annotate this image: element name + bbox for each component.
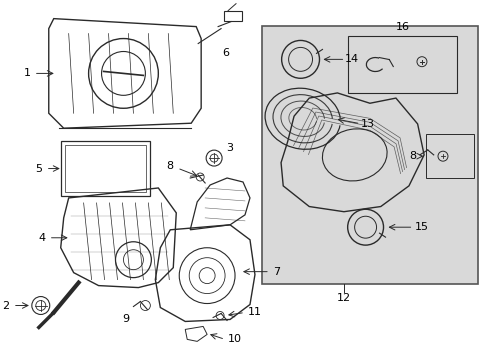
Text: 8: 8 xyxy=(408,151,415,161)
Text: 16: 16 xyxy=(395,22,408,32)
Bar xyxy=(347,36,456,93)
Text: 5: 5 xyxy=(35,163,42,174)
Bar xyxy=(261,26,477,284)
Text: 2: 2 xyxy=(2,301,9,311)
Bar xyxy=(426,134,473,178)
Text: 10: 10 xyxy=(227,334,242,345)
Text: 11: 11 xyxy=(247,307,262,318)
Text: 13: 13 xyxy=(360,119,374,129)
Text: 6: 6 xyxy=(222,49,229,58)
Text: 9: 9 xyxy=(122,314,129,324)
Bar xyxy=(64,145,146,192)
Text: 1: 1 xyxy=(23,68,30,78)
Bar xyxy=(61,141,150,196)
Text: 14: 14 xyxy=(345,54,359,64)
Text: 8: 8 xyxy=(166,161,174,171)
Text: 3: 3 xyxy=(226,143,233,153)
Bar xyxy=(224,11,242,21)
Text: 15: 15 xyxy=(413,222,427,232)
Text: 7: 7 xyxy=(273,267,280,276)
Text: 12: 12 xyxy=(336,293,350,303)
Text: 4: 4 xyxy=(38,233,45,243)
